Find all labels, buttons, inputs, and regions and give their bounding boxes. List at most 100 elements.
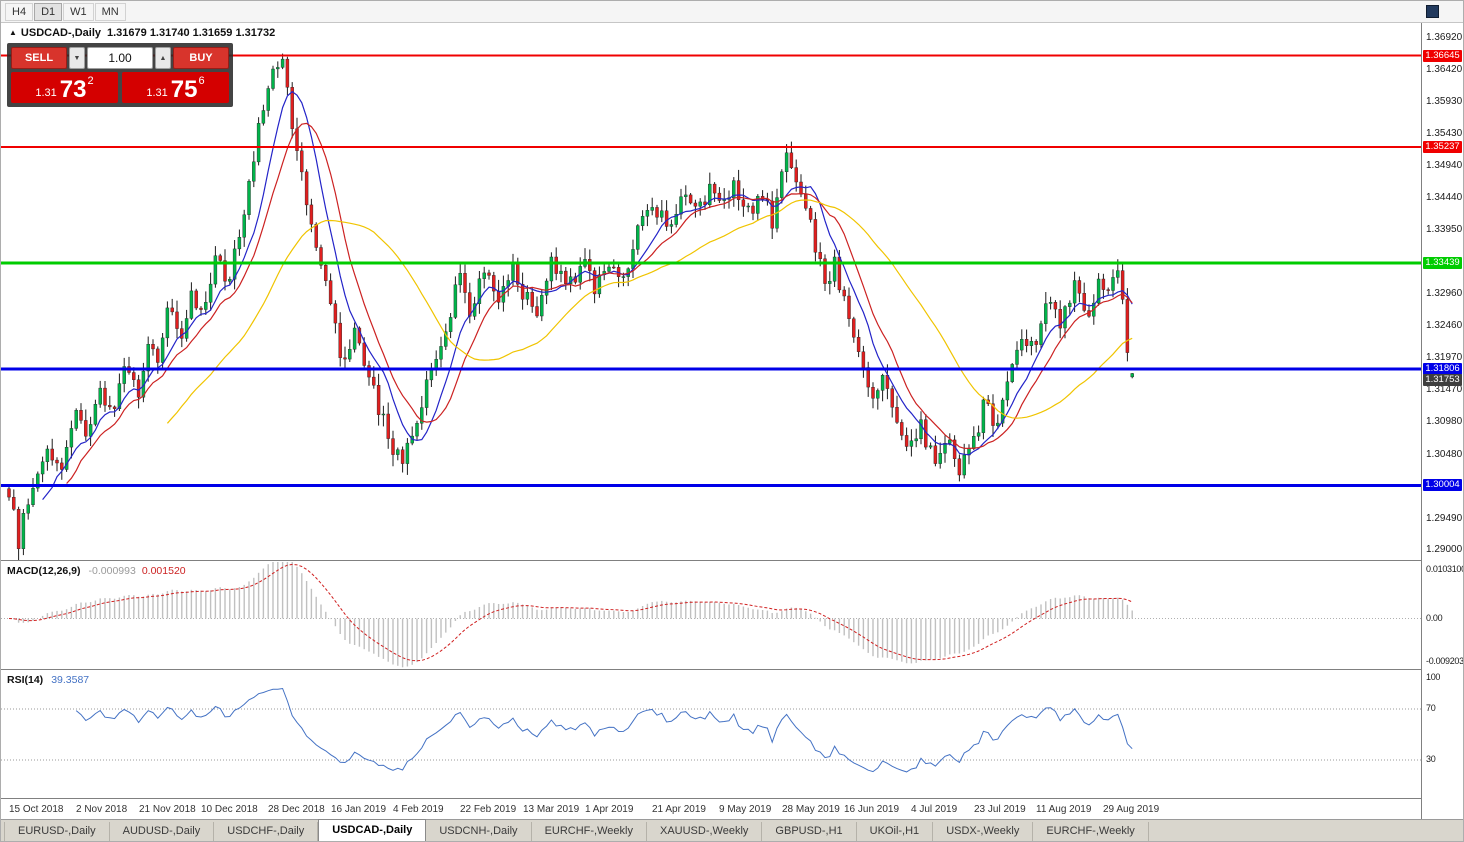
timeframe-button-w1[interactable]: W1 [63, 2, 94, 21]
price-tick-label: 1.31470 [1426, 384, 1463, 395]
chart-tab-usdchf-daily[interactable]: USDCHF-,Daily [214, 822, 319, 841]
sell-price-pips: 73 [59, 76, 87, 103]
price-tick-label: 1.31970 [1426, 352, 1463, 363]
rsi-label: RSI(14) 39.3587 [7, 674, 89, 686]
rsi-value: 39.3587 [51, 674, 90, 686]
price-chart-panel: ▲ USDCAD-,Daily 1.31679 1.31740 1.31659 1.… [1, 23, 1421, 561]
chart-workspace: ▲ USDCAD-,Daily 1.31679 1.31740 1.31659 1.… [1, 23, 1463, 821]
rsi-axis-label: 30 [1426, 754, 1436, 764]
chart-tab-eurchf-weekly[interactable]: EURCHF-,Weekly [532, 822, 647, 841]
chart-tab-eurusd-daily[interactable]: EURUSD-,Daily [4, 822, 110, 841]
price-tick-label: 1.36920 [1426, 32, 1463, 43]
sell-button[interactable]: SELL [11, 47, 67, 69]
price-tick-label: 1.34440 [1426, 192, 1463, 203]
chart-tab-gbpusd-h1[interactable]: GBPUSD-,H1 [762, 822, 857, 841]
rsi-canvas[interactable] [1, 671, 1421, 798]
rsi-name: RSI(14) [7, 674, 44, 686]
date-label: 22 Feb 2019 [460, 804, 517, 815]
buy-price-pips: 75 [170, 76, 198, 103]
macd-name: MACD(12,26,9) [7, 565, 81, 577]
price-line-tag: 1.36645 [1423, 50, 1462, 62]
one-click-trading-widget: SELL ▼ 1.00 ▲ BUY 1.31 73 2 1.31 [7, 43, 233, 107]
timeframe-button-h4[interactable]: H4 [5, 2, 34, 21]
volume-decrease-button[interactable]: ▼ [69, 47, 85, 69]
sell-price-point: 2 [87, 75, 94, 87]
timeframe-button-d1[interactable]: D1 [34, 2, 63, 21]
date-label: 2 Nov 2018 [76, 804, 128, 815]
toolbar-right [1426, 5, 1439, 18]
price-tick-label: 1.35430 [1426, 128, 1463, 139]
chart-tab-eurchf-weekly[interactable]: EURCHF-,Weekly [1033, 822, 1149, 841]
date-label: 13 Mar 2019 [523, 804, 580, 815]
date-label: 21 Apr 2019 [652, 804, 706, 815]
current-price-tag: 1.31753 [1423, 374, 1462, 386]
date-label: 16 Jun 2019 [844, 804, 900, 815]
chart-tabs-bar: EURUSD-,Daily AUDUSD-,Daily USDCHF-,Daily U… [1, 819, 1463, 841]
date-label: 1 Apr 2019 [585, 804, 634, 815]
date-label: 28 May 2019 [782, 804, 840, 815]
chart-tab-ukoil-h1[interactable]: UKOil-,H1 [857, 822, 934, 841]
date-label: 15 Oct 2018 [9, 804, 64, 815]
trade-widget-price-row: 1.31 73 2 1.31 75 6 [11, 72, 229, 103]
chart-tab-usdx-weekly[interactable]: USDX-,Weekly [933, 822, 1034, 841]
timeframe-toolbar: H4 D1 W1 MN [1, 1, 1463, 23]
date-label: 9 May 2019 [719, 804, 772, 815]
chart-ohlc-title: ▲ USDCAD-,Daily 1.31679 1.31740 1.31659 1.… [9, 27, 275, 39]
price-axis: 1.36920 1.36420 1.35930 1.35430 1.34940 1.344… [1421, 23, 1463, 819]
chart-tab-usdcnh-daily[interactable]: USDCNH-,Daily [426, 822, 532, 841]
date-label: 23 Jul 2019 [974, 804, 1026, 815]
date-label: 29 Aug 2019 [1103, 804, 1160, 815]
price-tick-label: 1.34940 [1426, 160, 1463, 171]
nav-box-icon[interactable] [1426, 5, 1439, 18]
macd-axis-top-label: 0.0103100 [1426, 564, 1464, 574]
buy-price-point: 6 [198, 75, 205, 87]
date-label: 28 Dec 2018 [268, 804, 325, 815]
trade-widget-top-row: SELL ▼ 1.00 ▲ BUY [11, 47, 229, 69]
chart-tab-audusd-daily[interactable]: AUDUSD-,Daily [110, 822, 215, 841]
macd-axis-zero-label: 0.00 [1426, 613, 1443, 623]
timeframe-buttons: H4 D1 W1 MN [5, 2, 126, 21]
price-tick-label: 1.29490 [1426, 513, 1463, 524]
sell-price-figure: 1.31 [35, 87, 57, 99]
price-tick-label: 1.29000 [1426, 544, 1463, 555]
sell-price-display[interactable]: 1.31 73 2 [11, 72, 118, 103]
chart-tab-xauusd-weekly[interactable]: XAUUSD-,Weekly [647, 822, 763, 841]
volume-increase-button[interactable]: ▲ [155, 47, 171, 69]
macd-canvas[interactable] [1, 562, 1421, 669]
price-chart-canvas[interactable] [1, 23, 1421, 560]
date-label: 16 Jan 2019 [331, 804, 387, 815]
macd-panel: MACD(12,26,9) -0.000993 0.001520 [1, 562, 1421, 670]
collapse-icon[interactable]: ▲ [9, 28, 17, 37]
timeframe-button-mn[interactable]: MN [94, 2, 126, 21]
macd-label: MACD(12,26,9) -0.000993 0.001520 [7, 565, 186, 577]
price-tick-label: 1.30980 [1426, 416, 1463, 427]
chart-tab-usdcad-daily[interactable]: USDCAD-,Daily [318, 819, 427, 841]
date-label: 4 Feb 2019 [393, 804, 444, 815]
price-tick-label: 1.36420 [1426, 64, 1463, 75]
buy-price-display[interactable]: 1.31 75 6 [122, 72, 229, 103]
macd-value-main: -0.000993 [88, 565, 136, 577]
buy-price-figure: 1.31 [146, 87, 168, 99]
price-line-tag: 1.31806 [1423, 363, 1462, 375]
rsi-axis-label: 100 [1426, 672, 1441, 682]
macd-value-signal: 0.001520 [141, 565, 186, 577]
price-tick-label: 1.30480 [1426, 449, 1463, 460]
date-label: 4 Jul 2019 [911, 804, 958, 815]
macd-axis-bottom-label: -0.0092030 [1426, 656, 1464, 666]
price-tick-label: 1.33950 [1426, 224, 1463, 235]
price-tick-label: 1.35930 [1426, 96, 1463, 107]
date-label: 21 Nov 2018 [139, 804, 196, 815]
plot-area: ▲ USDCAD-,Daily 1.31679 1.31740 1.31659 1.… [1, 23, 1421, 821]
chart-ohlc-values: 1.31679 1.31740 1.31659 1.31732 [107, 27, 276, 39]
volume-input[interactable]: 1.00 [87, 47, 153, 69]
rsi-axis-label: 70 [1426, 703, 1436, 713]
price-line-tag: 1.35237 [1423, 141, 1462, 153]
price-tick-label: 1.32460 [1426, 320, 1463, 331]
date-label: 10 Dec 2018 [201, 804, 258, 815]
buy-button[interactable]: BUY [173, 47, 229, 69]
price-tick-label: 1.32960 [1426, 288, 1463, 299]
rsi-panel: RSI(14) 39.3587 [1, 671, 1421, 799]
time-axis: 15 Oct 2018 2 Nov 2018 21 Nov 2018 10 Dec 2… [1, 800, 1421, 821]
price-line-tag: 1.33439 [1423, 257, 1462, 269]
